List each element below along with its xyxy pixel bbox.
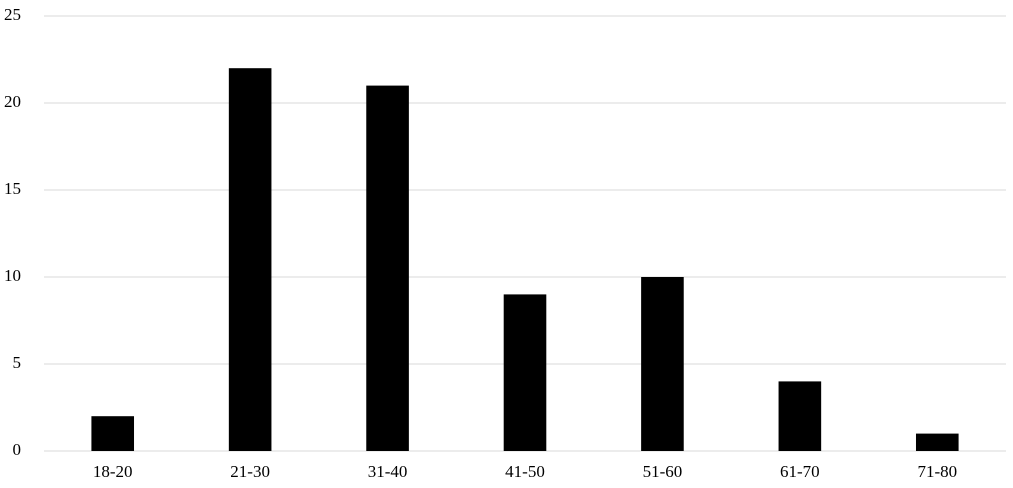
bar bbox=[778, 381, 822, 451]
x-tick-label: 41-50 bbox=[505, 462, 545, 481]
y-tick-label: 0 bbox=[13, 440, 22, 459]
y-tick-label: 15 bbox=[4, 179, 21, 198]
x-tick-label: 71-80 bbox=[917, 462, 957, 481]
bar bbox=[91, 416, 135, 451]
y-tick-label: 5 bbox=[13, 353, 22, 372]
x-tick-label: 21-30 bbox=[230, 462, 270, 481]
bar bbox=[366, 85, 409, 451]
bar bbox=[228, 68, 272, 451]
x-tick-label: 31-40 bbox=[368, 462, 408, 481]
x-tick-label: 18-20 bbox=[93, 462, 133, 481]
x-tick-label: 51-60 bbox=[643, 462, 683, 481]
x-tick-label: 61-70 bbox=[780, 462, 820, 481]
bar bbox=[503, 294, 547, 451]
bar bbox=[915, 433, 959, 451]
y-tick-label: 20 bbox=[4, 92, 21, 111]
y-tick-label: 10 bbox=[4, 266, 21, 285]
y-tick-label: 25 bbox=[4, 5, 21, 24]
bar bbox=[641, 277, 684, 451]
